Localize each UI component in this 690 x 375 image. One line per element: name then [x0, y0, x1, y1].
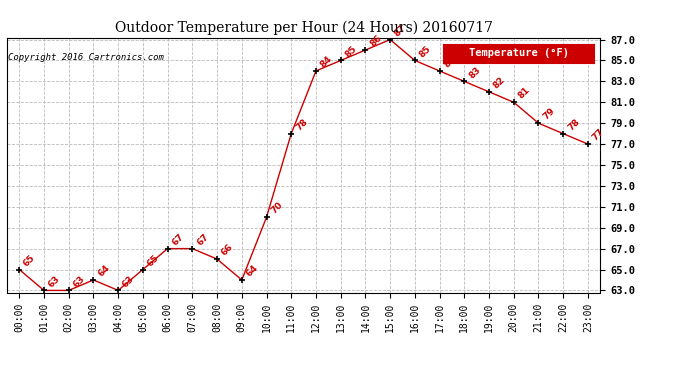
Text: 86: 86: [368, 33, 384, 49]
Text: 84: 84: [319, 54, 334, 69]
Text: 85: 85: [344, 44, 359, 59]
Text: 77: 77: [591, 128, 606, 143]
Text: 87: 87: [393, 23, 408, 38]
Text: 63: 63: [72, 274, 87, 289]
Text: 67: 67: [170, 232, 186, 247]
Text: 78: 78: [566, 117, 581, 132]
Text: 82: 82: [492, 75, 507, 90]
Text: Copyright 2016 Cartronics.com: Copyright 2016 Cartronics.com: [8, 53, 164, 62]
Title: Outdoor Temperature per Hour (24 Hours) 20160717: Outdoor Temperature per Hour (24 Hours) …: [115, 21, 493, 35]
Text: 64: 64: [244, 263, 260, 279]
Text: 85: 85: [417, 44, 433, 59]
Text: 65: 65: [22, 253, 37, 268]
Text: 83: 83: [467, 65, 482, 80]
Text: 63: 63: [121, 274, 136, 289]
Text: 70: 70: [269, 201, 284, 216]
Text: 66: 66: [220, 243, 235, 258]
Text: 81: 81: [517, 86, 532, 101]
Text: 67: 67: [195, 232, 210, 247]
Text: 79: 79: [541, 106, 557, 122]
Text: 65: 65: [146, 253, 161, 268]
Text: 84: 84: [442, 54, 457, 69]
Text: 63: 63: [47, 274, 62, 289]
Text: 78: 78: [294, 117, 309, 132]
Text: 64: 64: [96, 263, 112, 279]
